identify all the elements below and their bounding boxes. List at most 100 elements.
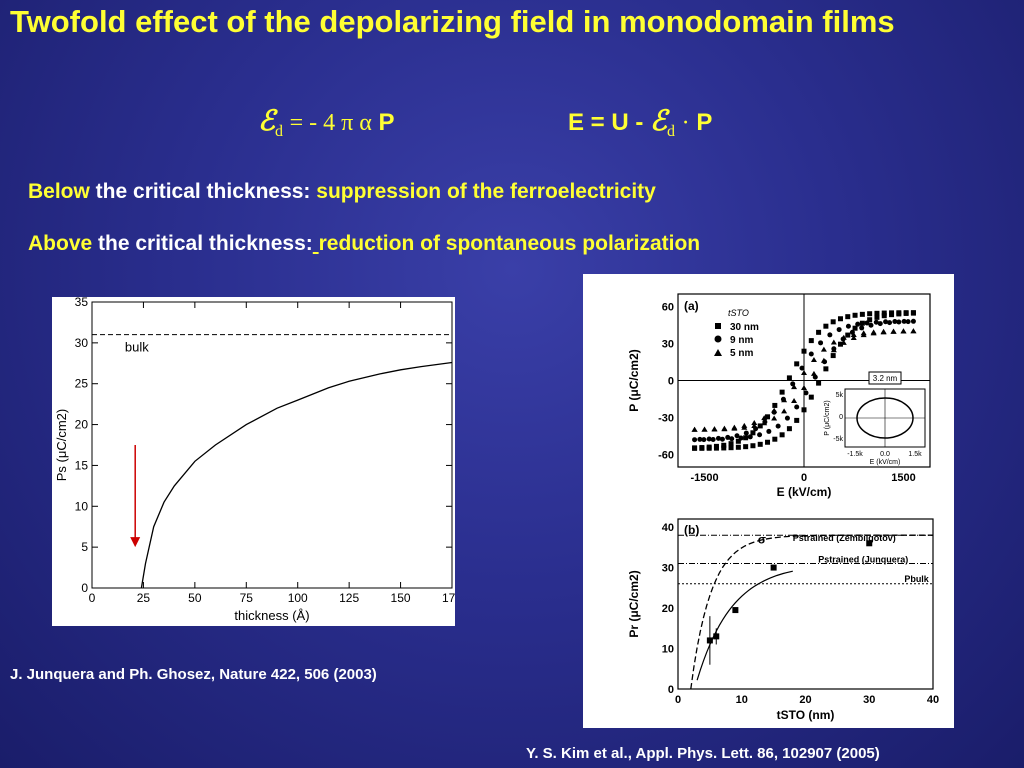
legend-label: 30 nm bbox=[730, 322, 759, 333]
loop-point bbox=[874, 314, 880, 320]
ps-curve bbox=[140, 361, 453, 589]
loop-point bbox=[771, 415, 778, 421]
formula-depolarizing-field: ℰd = - 4 π α P bbox=[258, 106, 395, 140]
inset-x-tick: -1.5k bbox=[847, 451, 863, 458]
slide-title: Twofold effect of the depolarizing field… bbox=[10, 4, 895, 39]
loop-point bbox=[786, 426, 792, 432]
panel-b-y-tick: 0 bbox=[668, 684, 674, 696]
legend-label: 9 nm bbox=[730, 335, 753, 346]
panel-b-y-tick: 10 bbox=[662, 644, 674, 656]
x-tick-label: 75 bbox=[240, 591, 254, 605]
x-tick-label: 50 bbox=[188, 591, 202, 605]
fit-curve bbox=[696, 570, 793, 681]
data-point bbox=[770, 564, 777, 571]
loop-point bbox=[750, 443, 756, 449]
loop-point bbox=[840, 334, 847, 340]
loop-point bbox=[830, 353, 836, 359]
loop-point bbox=[810, 370, 817, 376]
loop-point bbox=[808, 338, 814, 344]
y-tick-label: 10 bbox=[75, 499, 89, 513]
inset-x-tick: 1.5k bbox=[908, 451, 922, 458]
inset-y-tick: 5k bbox=[836, 392, 844, 399]
loop-point bbox=[808, 351, 814, 357]
loop-point bbox=[772, 402, 778, 408]
panel-a-x-tick: -1500 bbox=[690, 472, 718, 484]
loop-point bbox=[889, 310, 895, 316]
loop-point bbox=[779, 432, 785, 438]
x-tick-label: 125 bbox=[339, 591, 359, 605]
loop-point bbox=[850, 331, 857, 337]
bulk-label: bulk bbox=[125, 340, 149, 355]
inset-label-box bbox=[868, 371, 902, 385]
loop-point bbox=[873, 319, 879, 325]
loop-point bbox=[725, 434, 731, 440]
panel-b-x-tick: 40 bbox=[927, 694, 939, 706]
bullet-below: Below the critical thickness: suppressio… bbox=[28, 180, 656, 203]
loop-point bbox=[877, 321, 883, 327]
loop-point bbox=[801, 369, 807, 375]
loop-point bbox=[816, 380, 822, 386]
loop-point bbox=[837, 341, 843, 347]
panel-b-y-tick: 40 bbox=[662, 522, 674, 534]
loop-point bbox=[728, 441, 734, 447]
loop-point bbox=[761, 415, 768, 421]
loop-point bbox=[692, 437, 698, 443]
panel-b-x-tick: 30 bbox=[863, 694, 875, 706]
panel-a-y-tick: 60 bbox=[662, 301, 674, 313]
x-tick-label: 175 bbox=[442, 591, 455, 605]
loop-point bbox=[852, 312, 858, 318]
loop-point bbox=[751, 423, 758, 429]
inset-y-label: P (μC/cm2) bbox=[824, 400, 831, 435]
x-tick-label: 150 bbox=[391, 591, 411, 605]
loop-point bbox=[845, 332, 851, 338]
loop-point bbox=[699, 445, 705, 451]
loop-point bbox=[880, 328, 887, 334]
loop-point bbox=[801, 407, 807, 413]
loop-point bbox=[772, 436, 778, 442]
loop-point bbox=[757, 432, 763, 438]
inset-label: 3.2 nm bbox=[873, 374, 898, 383]
loop-point bbox=[741, 422, 748, 428]
loop-point bbox=[870, 329, 877, 335]
loop-point bbox=[721, 425, 728, 431]
loop-point bbox=[701, 437, 707, 443]
panel-a-y-tick: -30 bbox=[658, 413, 674, 425]
loop-point bbox=[883, 319, 889, 325]
loop-point bbox=[830, 319, 836, 325]
loop-point bbox=[781, 397, 788, 403]
loop-point bbox=[867, 317, 873, 323]
panel-b-y-label: Pr (μC/cm2) bbox=[627, 570, 641, 637]
panel-a-y-tick: -60 bbox=[658, 450, 674, 462]
legend-marker-square bbox=[715, 323, 721, 329]
legend-marker-circle bbox=[714, 335, 722, 343]
x-tick-label: 100 bbox=[288, 591, 308, 605]
y-axis-label: Ps (μC/cm2) bbox=[54, 409, 69, 482]
loop-point bbox=[691, 426, 698, 432]
loop-point bbox=[743, 430, 749, 436]
citation-junquera: J. Junquera and Ph. Ghosez, Nature 422, … bbox=[10, 666, 377, 683]
loop-point bbox=[794, 404, 800, 410]
loop-point bbox=[761, 420, 768, 426]
zembilgotov-label: Pstrained (Zembilgotov) bbox=[793, 533, 896, 543]
loop-point bbox=[801, 385, 807, 391]
loop-point bbox=[701, 426, 708, 432]
loop-point bbox=[840, 339, 847, 345]
x-axis-label: thickness (Å) bbox=[234, 608, 309, 623]
loop-point bbox=[845, 323, 851, 329]
loop-point bbox=[713, 443, 719, 449]
loop-point bbox=[850, 335, 857, 341]
loop-point bbox=[820, 357, 827, 363]
loop-point bbox=[721, 442, 727, 448]
bullet-above: Above the critical thickness: reduction … bbox=[28, 232, 701, 255]
loop-point bbox=[901, 318, 907, 324]
loop-point bbox=[818, 340, 824, 346]
loop-point bbox=[900, 328, 907, 334]
loop-point bbox=[735, 444, 741, 450]
loop-point bbox=[890, 328, 897, 334]
panel-b-tag: (b) bbox=[684, 523, 699, 537]
loop-point bbox=[697, 436, 703, 442]
loop-point bbox=[845, 314, 851, 320]
loop-point bbox=[719, 436, 725, 442]
bulk-label: Pbulk bbox=[904, 574, 929, 584]
panel-a-y-tick: 30 bbox=[662, 338, 674, 350]
